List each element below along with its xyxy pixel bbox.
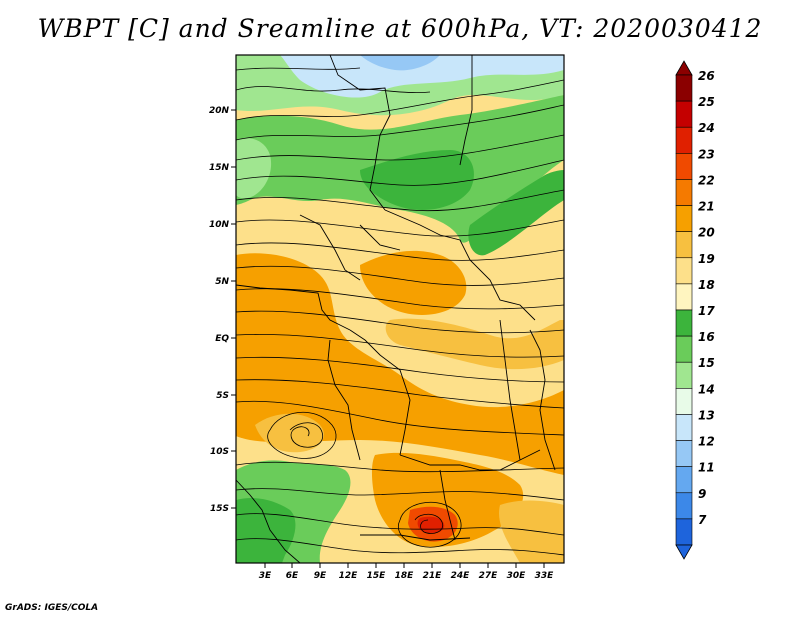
colorbar: 26 25 24 23 22 21 20 19 18 17 16 15 14 13 12 11 9 7: [675, 60, 715, 560]
colorbar-swatch: [675, 388, 693, 415]
colorbar-label: 14: [698, 382, 715, 396]
lon-label: 6E: [286, 571, 299, 581]
lon-label: 24E: [451, 571, 471, 581]
colorbar-swatch: [675, 466, 693, 494]
colorbar-swatch: [675, 335, 693, 363]
lat-label: 5N: [215, 277, 229, 287]
lat-label: 15N: [209, 163, 230, 173]
colorbar-label: 21: [698, 200, 715, 214]
colorbar-swatch: [675, 153, 693, 180]
colorbar-label: 22: [698, 173, 715, 187]
colorbar-bottom-arrow: [675, 544, 693, 560]
colorbar-label: 7: [698, 513, 707, 527]
colorbar-swatch: [675, 126, 693, 154]
colorbar-swatch: [675, 440, 693, 467]
colorbar-label: 19: [698, 252, 715, 266]
colorbar-swatch: [675, 100, 693, 128]
colorbar-swatch: [675, 414, 693, 441]
colorbar-label: 24: [698, 121, 715, 135]
colorbar-swatch: [675, 257, 693, 285]
lon-label: 27E: [479, 571, 499, 581]
colorbar-label: 13: [698, 408, 715, 422]
colorbar-label: 15: [698, 356, 715, 370]
map-frame: [235, 54, 565, 564]
colorbar-label: 26: [698, 69, 715, 83]
colorbar-label: 18: [698, 278, 715, 292]
colorbar-swatch: [675, 74, 693, 102]
colorbar-swatch: [675, 179, 693, 206]
credit-label: GrADS: IGES/COLA: [5, 603, 99, 613]
colorbar-label: 12: [698, 435, 715, 449]
map-title: WBPT [C] and Sreamline at 600hPa, VT: 20…: [37, 14, 763, 43]
colorbar-swatch: [675, 518, 693, 546]
colorbar-top-arrow: [675, 60, 693, 76]
lat-label: 10S: [210, 447, 229, 457]
lat-label: 10N: [209, 220, 230, 230]
colorbar-swatch: [675, 361, 693, 389]
lat-label: 5S: [216, 391, 229, 401]
colorbar-swatch: [675, 283, 693, 311]
colorbar-label: 9: [698, 487, 706, 501]
lat-label: 20N: [209, 106, 230, 116]
lon-label: 15E: [367, 571, 387, 581]
country-borders: [236, 55, 556, 563]
colorbar-label: 25: [698, 95, 715, 109]
colorbar-label: 11: [698, 461, 715, 475]
lon-label: 33E: [535, 571, 555, 581]
lat-label: 15S: [210, 504, 229, 514]
colorbar-swatch: [675, 492, 693, 520]
lon-label: 3E: [259, 571, 272, 581]
colorbar-swatch: [675, 231, 693, 259]
lon-label: 9E: [314, 571, 327, 581]
streamlines: [236, 67, 564, 556]
lon-label: 18E: [395, 571, 415, 581]
lat-axis: [231, 109, 236, 509]
colorbar-label: 23: [698, 147, 715, 161]
lon-label: 21E: [423, 571, 443, 581]
lon-label: 12E: [339, 571, 359, 581]
lat-label: EQ: [215, 334, 229, 344]
colorbar-label: 20: [698, 226, 715, 240]
lon-label: 30E: [507, 571, 527, 581]
colorbar-label: 16: [698, 330, 715, 344]
colorbar-swatch: [675, 205, 693, 232]
colorbar-label: 17: [698, 304, 715, 318]
lon-axis: [264, 563, 545, 568]
colorbar-swatch: [675, 309, 693, 337]
wbpt-field: [236, 55, 564, 563]
